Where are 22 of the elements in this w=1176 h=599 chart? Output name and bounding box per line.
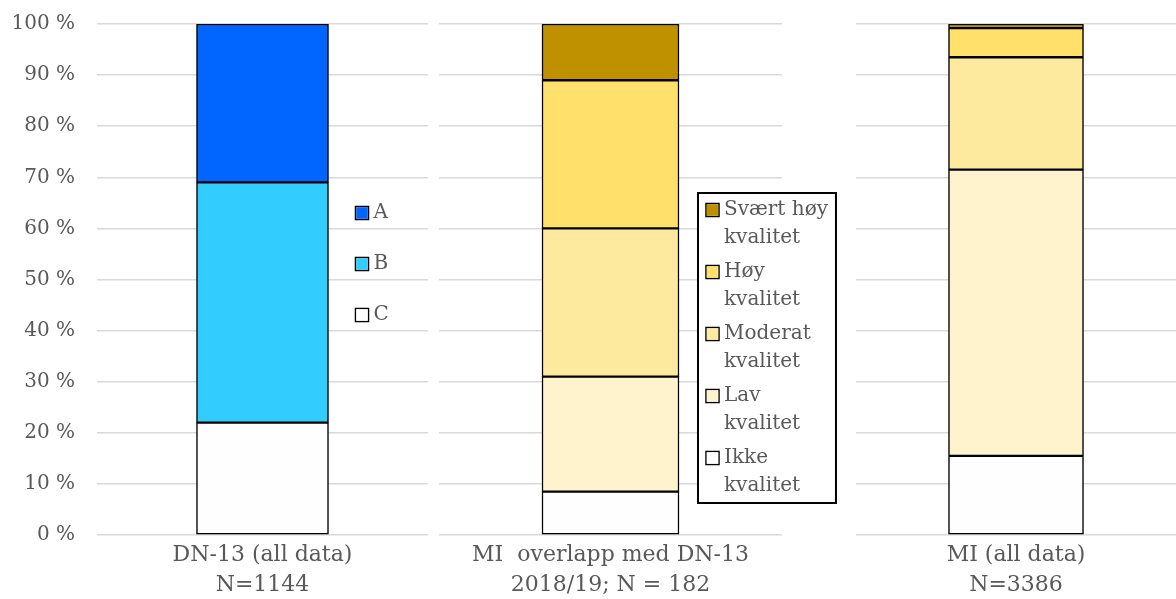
legend-label: Svært høy kvalitet bbox=[724, 196, 829, 249]
legend-label: A bbox=[372, 199, 389, 224]
x-tick-label: DN-13 (all data) N=1144 bbox=[172, 540, 353, 596]
y-tick-label: 10 % bbox=[24, 470, 75, 495]
y-tick-label: 60 % bbox=[24, 214, 75, 239]
y-tick-label: 80 % bbox=[24, 112, 75, 137]
legend-label: B bbox=[373, 250, 389, 275]
legend-label: C bbox=[373, 301, 389, 326]
x-tick-label: MI overlapp med DN-13 2018/19; N = 182 bbox=[472, 540, 749, 596]
legend-label: Ikke kvalitet bbox=[724, 444, 801, 497]
legend-label: Høy kvalitet bbox=[724, 258, 801, 311]
legend-label: Lav kvalitet bbox=[724, 382, 801, 435]
y-tick-label: 70 % bbox=[24, 163, 75, 188]
y-tick-label: 20 % bbox=[24, 419, 75, 443]
y-tick-label: 50 % bbox=[24, 265, 75, 290]
y-tick-label: 90 % bbox=[24, 61, 75, 86]
legend-label: Moderat kvalitet bbox=[724, 320, 811, 373]
y-tick-label: 0 % bbox=[36, 521, 75, 546]
y-tick-label: 100 % bbox=[11, 10, 75, 35]
y-tick-label: 30 % bbox=[24, 367, 75, 392]
y-tick-label: 40 % bbox=[24, 316, 75, 341]
x-tick-label: MI (all data) N=3386 bbox=[946, 540, 1086, 596]
